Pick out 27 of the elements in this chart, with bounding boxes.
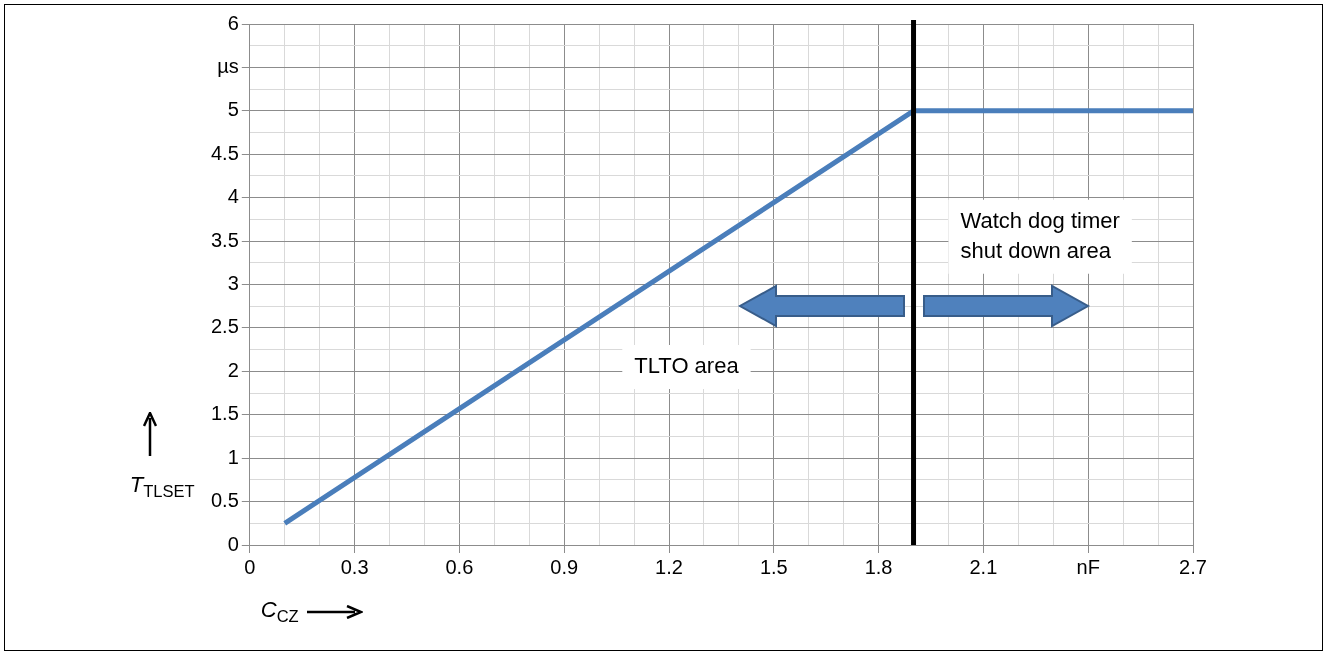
y-tick-label: 2.5 bbox=[210, 315, 239, 338]
y-tick-label: µs bbox=[217, 54, 239, 77]
x-axis-title: C$_{CZ}$ bbox=[260, 597, 299, 627]
y-tick-label: 3.5 bbox=[210, 228, 239, 251]
x-tick-label: 1.8 bbox=[864, 555, 893, 578]
y-axis-title: T$_{TLSET}$ bbox=[129, 471, 195, 501]
x-tick-label: 1.5 bbox=[759, 555, 788, 578]
y-tick-label: 4 bbox=[227, 185, 239, 208]
annotation: Watch dog timer shut down area bbox=[960, 207, 1120, 263]
y-tick-label: 1.5 bbox=[210, 402, 239, 425]
annotation: TLTO area bbox=[634, 353, 740, 379]
y-tick-label: 0 bbox=[227, 532, 239, 555]
y-tick-label: 4.5 bbox=[210, 141, 239, 164]
x-tick-label: nF bbox=[1076, 555, 1100, 578]
y-tick-label: 6 bbox=[227, 11, 239, 34]
x-tick-label: 2.1 bbox=[969, 555, 998, 578]
x-tick-label: 0.9 bbox=[550, 555, 579, 578]
x-tick-label: 0.6 bbox=[445, 555, 474, 578]
x-tick-label: 0 bbox=[244, 555, 256, 578]
y-tick-label: 5 bbox=[227, 98, 239, 121]
x-tick-label: 0.3 bbox=[340, 555, 369, 578]
x-tick-label: 1.2 bbox=[655, 555, 683, 578]
y-tick-label: 2 bbox=[227, 358, 239, 381]
y-tick-label: 0.5 bbox=[210, 489, 239, 512]
x-tick-label: 2.7 bbox=[1179, 555, 1207, 578]
y-tick-label: 3 bbox=[227, 272, 239, 295]
y-tick-label: 1 bbox=[227, 445, 239, 468]
